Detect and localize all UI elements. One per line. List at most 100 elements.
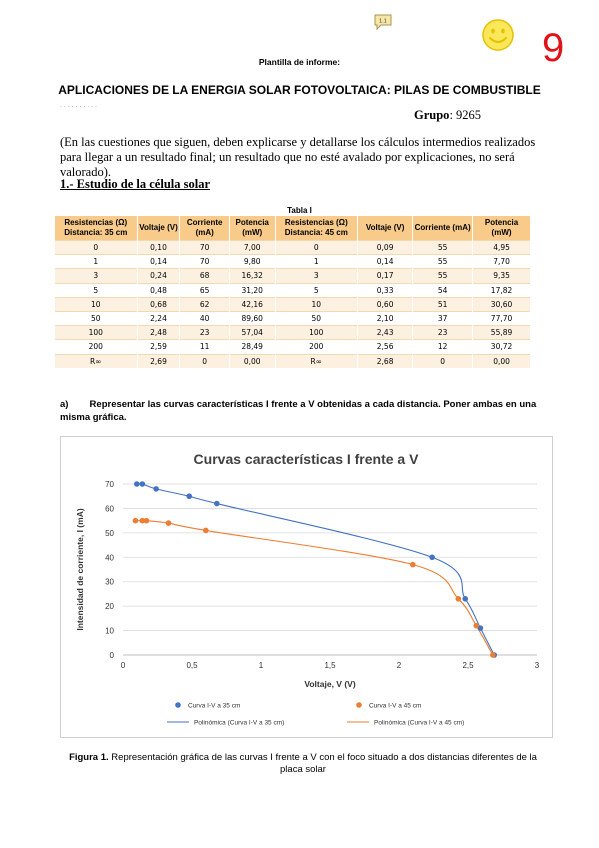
trendline-45cm	[135, 519, 494, 656]
legend-label: Curva I-V a 45 cm	[369, 703, 421, 710]
table-cell: 4,95	[472, 239, 531, 255]
table-cell: 42,16	[229, 296, 276, 312]
table-header: Resistencias (Ω) Distancia: 45 cm	[275, 216, 359, 241]
table-cell: 0,68	[137, 296, 181, 312]
data-point-35cm	[214, 500, 220, 507]
table-cell: 54	[412, 282, 474, 298]
table-header: Potencia (mW)	[229, 216, 276, 241]
group-label: Grupo	[414, 108, 450, 122]
data-point-45cm	[455, 596, 462, 602]
table-cell: 200	[275, 339, 359, 354]
table-cell: 9,35	[472, 268, 531, 284]
table-cell: 16,32	[229, 268, 276, 284]
x-tick-label: 0,5	[186, 661, 198, 670]
figure-caption: Figura 1. Representación gráfica de las …	[60, 752, 546, 776]
table-cell: 0	[412, 353, 474, 368]
x-tick-label: 1	[259, 661, 264, 670]
legend-label: Polinómica (Curva I-V a 45 cm)	[374, 720, 464, 727]
data-point-45cm	[143, 517, 150, 524]
table-cell: 23	[412, 325, 474, 340]
template-label: Plantilla de informe:	[258, 57, 341, 67]
table-cell: 55	[412, 254, 474, 269]
table-cell: 10	[55, 296, 138, 312]
table-cell: 7,00	[229, 239, 276, 255]
comment-badge: 1.1	[379, 19, 387, 25]
table-header: Potencia (mW)	[472, 216, 531, 241]
table-cell: 50	[55, 310, 138, 326]
table-cell: 40	[179, 310, 230, 326]
table-cell: 31,20	[229, 282, 276, 298]
x-tick-label: 0	[121, 661, 126, 670]
table-header: Corriente (mA)	[412, 216, 474, 241]
table-cell: 30,60	[472, 296, 531, 312]
table-row: 0 0,10 70 7,00 0 0,09 55 4,95	[55, 239, 531, 255]
group-value: : 9265	[449, 108, 482, 122]
table-header: Voltaje (V)	[357, 216, 414, 241]
table-row: 100 2,48 23 57,04 100 2,43 23 55,89	[55, 325, 531, 340]
table-cell: 2,59	[137, 339, 181, 354]
grade-mark: 9	[542, 26, 565, 70]
table-cell: 0	[275, 239, 359, 255]
section-heading: 1.- Estudio de la célula solar	[60, 177, 211, 191]
table-row: 50 2,24 40 89,60 50 2,10 37 77,70	[55, 310, 531, 326]
data-point-45cm	[203, 527, 209, 534]
y-tick-label: 0	[110, 651, 115, 660]
table-header: Resistencias (Ω) Distancia: 35 cm	[55, 216, 138, 241]
caption-text: Representación gráfica de las curvas I f…	[108, 752, 537, 775]
table-cell: 0,48	[137, 282, 181, 298]
table-cell: 28,49	[229, 339, 276, 354]
y-tick-label: 60	[105, 504, 114, 513]
table-cell: 0,14	[137, 254, 181, 269]
table-cell: 1	[55, 254, 138, 269]
table-cell: 50	[275, 310, 359, 326]
table-cell: 2,68	[357, 353, 414, 368]
table-cell: 51	[412, 296, 474, 312]
table-cell: 0,10	[137, 239, 181, 255]
y-tick-label: 20	[105, 602, 114, 611]
table-cell: 17,82	[472, 282, 531, 298]
legend-marker	[175, 702, 181, 708]
x-tick-label: 1,5	[324, 661, 336, 670]
table-cell: 3	[275, 268, 359, 284]
data-point-35cm	[462, 596, 469, 602]
table-cell: 77,70	[472, 310, 531, 326]
table-row: 3 0,24 68 16,32 3 0,17 55 9,35	[55, 268, 531, 284]
table-row: 5 0,48 65 31,20 5 0,33 54 17,82	[55, 282, 531, 298]
y-tick-label: 50	[105, 529, 114, 538]
table-cell: 55	[412, 268, 474, 284]
table-cell: 65	[179, 282, 230, 298]
question-a: a) Representar las curvas característica…	[60, 399, 537, 423]
table-cell: 1	[275, 254, 359, 269]
table-cell: 70	[179, 239, 230, 255]
table-row: 200 2,59 11 28,49 200 2,56 12 30,72	[55, 339, 531, 354]
x-tick-label: 3	[535, 661, 540, 670]
table-cell: 0,24	[137, 268, 181, 284]
table-title: Tabla I	[287, 206, 312, 215]
data-point-45cm	[410, 561, 416, 568]
table-cell: 57,04	[229, 325, 276, 340]
smiley-icon	[482, 19, 514, 51]
table-cell: 62	[179, 296, 230, 312]
iv-chart: Curvas características I frente a V01020…	[75, 451, 540, 727]
table-cell: 55	[412, 239, 474, 255]
table-cell: 2,56	[357, 339, 414, 354]
table-cell: 0	[55, 239, 138, 255]
name-placeholder: . . . . . . . . . .	[60, 102, 97, 109]
table-cell: 2,24	[137, 310, 181, 326]
table-cell: 68	[179, 268, 230, 284]
table-cell: 2,69	[137, 353, 181, 368]
data-point-45cm	[473, 622, 480, 629]
table-cell: 37	[412, 310, 474, 326]
table-row: 1 0,14 70 9,80 1 0,14 55 7,70	[55, 254, 531, 269]
data-point-35cm	[153, 486, 159, 492]
data-point-35cm	[186, 493, 193, 500]
trendline-35cm	[136, 483, 495, 656]
table-header: Voltaje (V)	[137, 216, 181, 241]
instructions-paragraph: (En las cuestiones que siguen, deben exp…	[60, 135, 536, 179]
table-row: R∞ 2,69 0 0,00 R∞ 2,68 0 0,00	[55, 353, 531, 368]
table-cell: R∞	[55, 353, 138, 368]
table-cell: 0,14	[357, 254, 414, 269]
comment-icon[interactable]: 1.1	[374, 14, 392, 30]
table-cell: 5	[55, 282, 138, 298]
x-tick-label: 2	[397, 661, 402, 670]
